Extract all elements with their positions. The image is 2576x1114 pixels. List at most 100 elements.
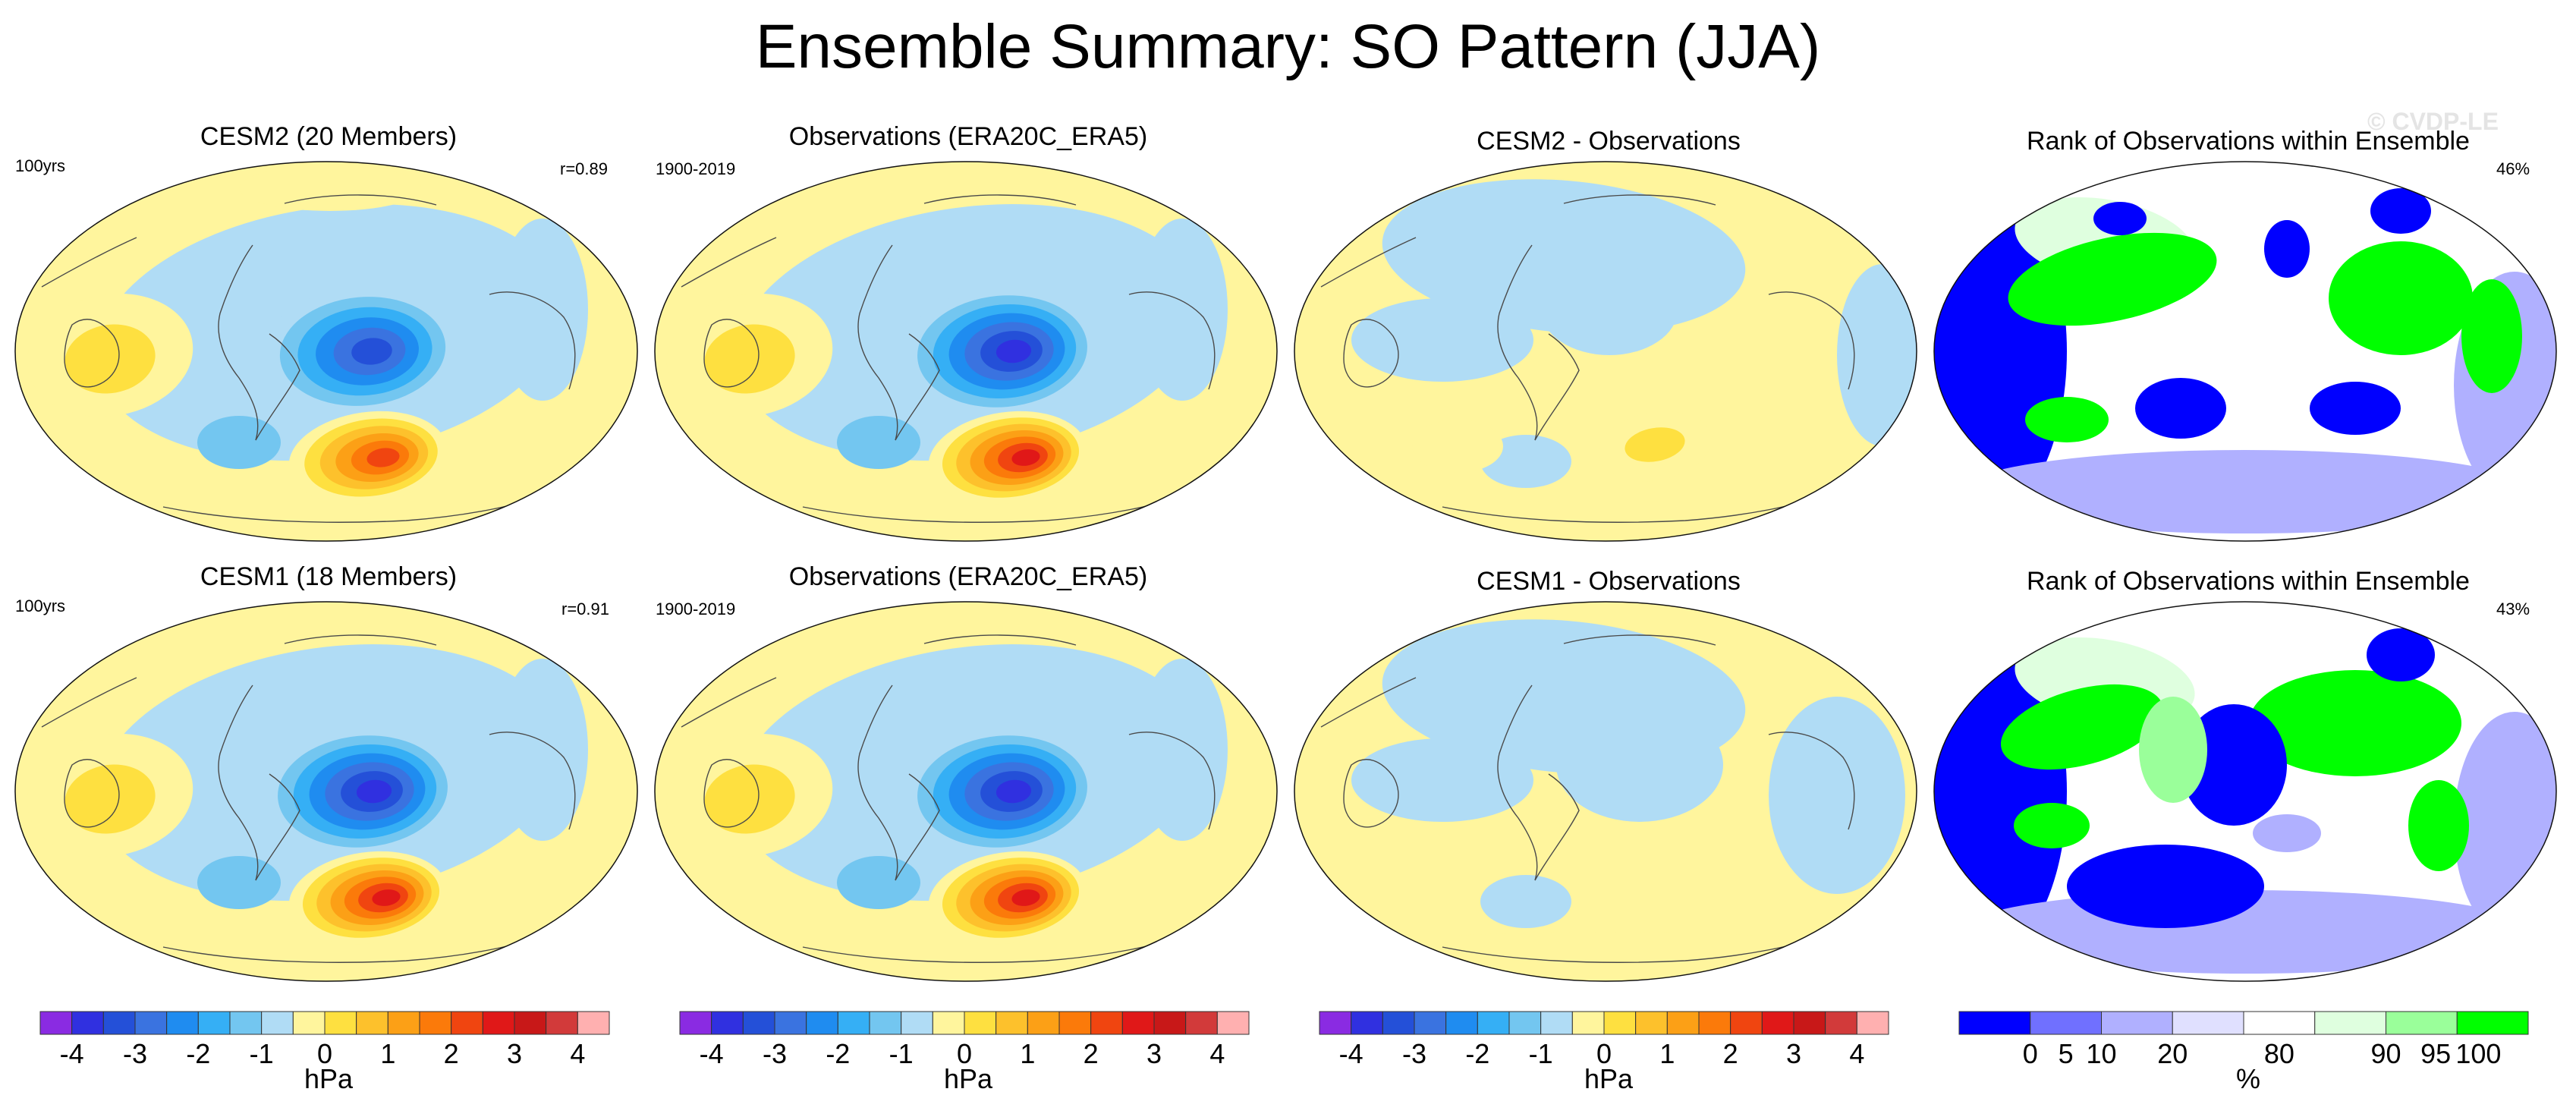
map-border [654, 601, 1278, 982]
coastline [681, 237, 777, 288]
neg-north-pacific [848, 243, 909, 285]
colorbar-swatch [1351, 1011, 1383, 1035]
coastline [857, 244, 898, 441]
colorbar-swatch [837, 1011, 870, 1035]
colorbar-tick-label: 2 [1723, 1038, 1738, 1066]
colorbar-tick-label: 5 [2059, 1038, 2074, 1066]
coastline [857, 684, 898, 881]
map-border [14, 601, 638, 982]
colorbar-swatch [1058, 1011, 1092, 1035]
period-label-obs-row1: 1900-2019 [656, 159, 736, 178]
panel-title-cesm2: CESM2 (20 Members) [200, 122, 458, 151]
colorbar-tick-label: -2 [186, 1038, 210, 1066]
colorbar-hpa-2: -4 -3 -2 -1 0 1 2 3 4 [679, 1011, 1250, 1066]
coastline [703, 319, 760, 388]
coastline [1497, 684, 1538, 881]
panel-title-diff-row2: CESM1 - Observations [1477, 567, 1741, 596]
colorbar-tick-label: 4 [570, 1038, 585, 1066]
coastline [1534, 773, 1580, 881]
colorbar-swatch [679, 1011, 712, 1035]
coastline [218, 244, 259, 441]
colorbar-swatch [1540, 1011, 1573, 1035]
correlation-label-cesm2: r=0.89 [560, 159, 608, 178]
map-field [15, 602, 637, 981]
coastline [218, 684, 259, 881]
colorbar-tick-label: 4 [1849, 1038, 1864, 1066]
pos-region-south-west [1412, 420, 1503, 473]
map-border [14, 161, 638, 542]
neg-north-pacific [848, 683, 909, 725]
colorbar-swatch [1027, 1011, 1060, 1035]
neg-center-level [995, 779, 1032, 804]
map-rank-row1 [1933, 161, 2557, 542]
colorbar-hpa-3: -4 -3 -2 -1 0 1 2 3 4 [1319, 1011, 1889, 1066]
neg-region-east [1769, 697, 1905, 894]
colorbar-tick-label: -3 [123, 1038, 147, 1066]
coastline [1128, 291, 1216, 390]
coastline [489, 732, 576, 830]
neg-atlantic [1137, 219, 1228, 401]
colorbar-tick-label: 2 [1084, 1038, 1099, 1066]
coastline [1497, 244, 1538, 441]
colorbar-swatch [742, 1011, 775, 1035]
neg-south-west [837, 856, 920, 909]
neg-atlantic [497, 219, 588, 401]
colorbar-tick-label: 1 [380, 1038, 395, 1066]
pos-region-south-core [1625, 427, 1685, 462]
colorbar-swatch [261, 1011, 294, 1035]
colorbar-rank: 0 5 10 20 80 90 95 100 [1958, 1011, 2529, 1066]
map-rank-row2 [1933, 601, 2557, 982]
map-field [1934, 602, 2556, 981]
colorbar-swatch [2243, 1011, 2316, 1035]
colorbar-tick-label: 1 [1020, 1038, 1035, 1066]
map-obs-so-pattern-row2 [654, 601, 1278, 982]
coastline [41, 237, 137, 288]
neg-south-west [197, 856, 281, 909]
colorbar-swatch [1698, 1011, 1731, 1035]
rank-percent-row1: 46% [2496, 159, 2530, 178]
colorbar-swatch [387, 1011, 420, 1035]
period-label-cesm1: 100yrs [15, 596, 66, 615]
map-field [1294, 602, 1917, 981]
neg-south-west [837, 416, 920, 469]
colorbar-tick-label: 3 [1786, 1038, 1801, 1066]
colorbar-tick-label: 10 [2086, 1038, 2116, 1066]
rank-high-mid [2139, 697, 2207, 803]
colorbar-swatch [1185, 1011, 1218, 1035]
colorbar-swatch [932, 1011, 965, 1035]
colorbar-tick-label: 1 [1659, 1038, 1675, 1066]
colorbar-swatch [1635, 1011, 1668, 1035]
colorbar-tick-label: 3 [1146, 1038, 1162, 1066]
neg-region-south [1480, 435, 1571, 488]
coastline [1343, 319, 1399, 388]
colorbar-swatch [2386, 1011, 2458, 1035]
map-border [1933, 601, 2557, 982]
colorbar-swatch [419, 1011, 452, 1035]
colorbar-swatch [1216, 1011, 1250, 1035]
rank-low-pacific [2264, 220, 2310, 278]
colorbar-swatch [39, 1011, 73, 1035]
rank-low-south [1957, 450, 2534, 533]
neg-north-pacific [209, 683, 269, 725]
map-border [1294, 161, 1917, 542]
pos-center-level [1011, 889, 1040, 906]
panel-title-cesm1: CESM1 (18 Members) [200, 562, 458, 591]
colorbar-tick-label: 0 [957, 1038, 972, 1066]
coastline [1768, 732, 1855, 830]
map-obs-so-pattern-row1 [654, 161, 1278, 542]
colorbar-swatch [2101, 1011, 2173, 1035]
colorbar-tick-label: 100 [2455, 1038, 2501, 1066]
colorbar-tick-label: -3 [1402, 1038, 1426, 1066]
map-cesm2-minus-obs [1294, 161, 1917, 542]
colorbar-swatch [577, 1011, 610, 1035]
colorbar-swatch [1477, 1011, 1510, 1035]
neg-south-west [197, 416, 281, 469]
colorbar-swatch [2030, 1011, 2102, 1035]
coastline [1343, 759, 1399, 828]
coastline [255, 773, 300, 881]
colorbar-swatch [451, 1011, 483, 1035]
period-label-obs-row2: 1900-2019 [656, 599, 736, 618]
rank-mid-south [2253, 814, 2321, 852]
coastline [284, 194, 437, 206]
neg-atlantic [1137, 659, 1228, 841]
